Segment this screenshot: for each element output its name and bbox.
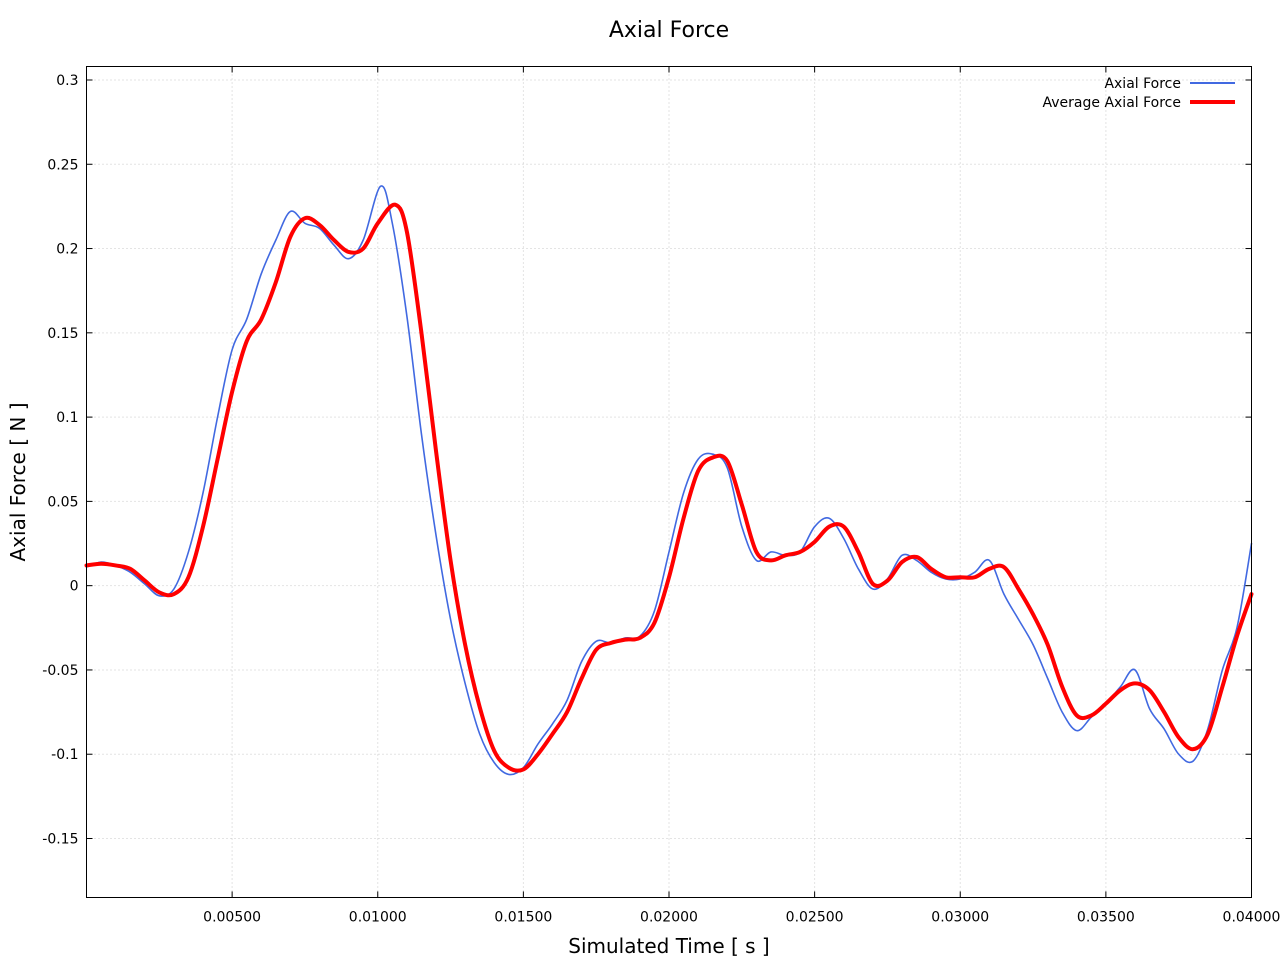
x-tick-label: 0.00500	[203, 910, 261, 926]
legend-label-axial-force: Axial Force	[1104, 76, 1181, 92]
y-tick-label: 0.15	[47, 326, 78, 342]
y-tick-label: 0.2	[56, 242, 78, 258]
x-tick-label: 0.02000	[640, 910, 698, 926]
x-tick-label: 0.03000	[931, 910, 989, 926]
y-tick-label: 0.1	[56, 410, 78, 426]
y-tick-label: -0.15	[42, 832, 78, 848]
y-tick-label: 0.05	[47, 494, 78, 510]
x-tick-label: 0.03500	[1077, 910, 1135, 926]
x-tick-label: 0.01000	[349, 910, 407, 926]
y-tick-label: 0.25	[47, 157, 78, 173]
series-line-axial-force	[85, 185, 1253, 776]
legend-label-average-axial-force: Average Axial Force	[1043, 95, 1182, 111]
chart-title: Axial Force	[609, 18, 729, 43]
y-tick-label: -0.05	[42, 663, 78, 679]
x-tick-label: 0.02500	[786, 910, 844, 926]
y-tick-label: 0	[70, 579, 79, 595]
y-axis-label: Axial Force [ N ]	[6, 403, 30, 562]
x-tick-label: 0.04000	[1223, 910, 1280, 926]
x-tick-label: 0.01500	[494, 910, 552, 926]
y-tick-label: 0.3	[56, 73, 78, 89]
x-axis-label: Simulated Time [ s ]	[568, 934, 769, 958]
grid-lines	[86, 66, 1252, 898]
y-tick-label: -0.1	[51, 747, 78, 763]
series-line-average-axial-force	[84, 202, 1254, 773]
legend: Axial Force Average Axial Force	[1043, 76, 1235, 111]
axis-ticks: 0.00500 0.01000 0.01500 0.02000 0.02500 0.030…	[42, 66, 1280, 926]
plot-area	[84, 185, 1254, 776]
